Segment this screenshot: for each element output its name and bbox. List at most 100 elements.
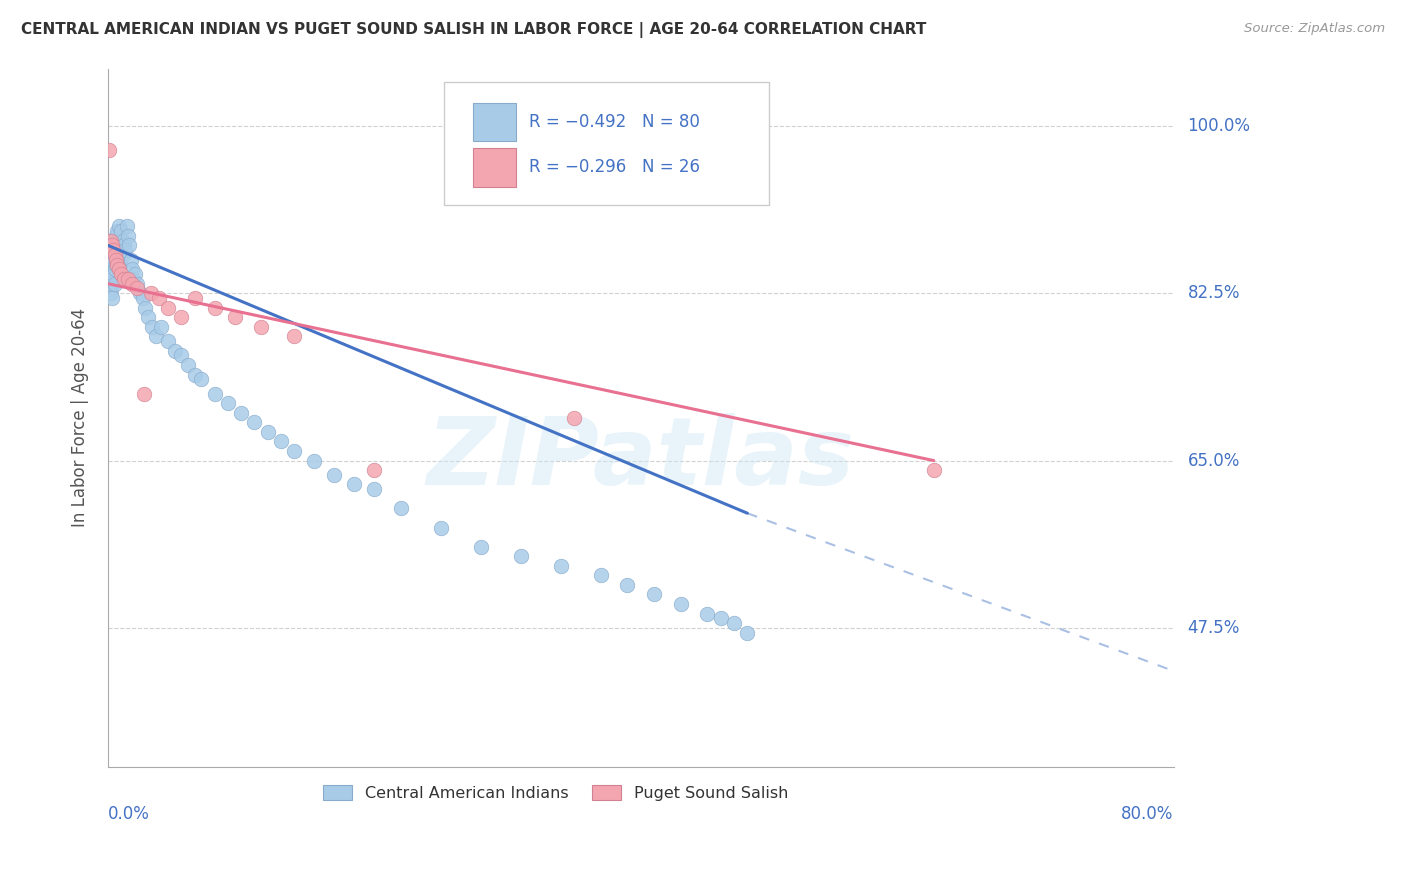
- Point: [129, 286, 152, 301]
- Point: [669, 597, 692, 611]
- Text: R = −0.492   N = 80: R = −0.492 N = 80: [529, 113, 700, 131]
- Text: R = −0.296   N = 26: R = −0.296 N = 26: [529, 159, 700, 177]
- Point: [121, 262, 143, 277]
- Point: [231, 406, 253, 420]
- Point: [270, 434, 292, 449]
- FancyBboxPatch shape: [474, 148, 516, 186]
- Point: [217, 396, 239, 410]
- Point: [105, 252, 128, 267]
- Point: [204, 301, 226, 315]
- Text: CENTRAL AMERICAN INDIAN VS PUGET SOUND SALISH IN LABOR FORCE | AGE 20-64 CORRELA: CENTRAL AMERICAN INDIAN VS PUGET SOUND S…: [21, 22, 927, 38]
- Point: [156, 334, 179, 348]
- Point: [104, 248, 127, 262]
- Text: 80.0%: 80.0%: [1121, 805, 1174, 823]
- Point: [509, 549, 531, 564]
- Point: [105, 224, 128, 238]
- Point: [723, 616, 745, 631]
- Point: [107, 219, 129, 234]
- Point: [616, 578, 638, 592]
- Point: [323, 467, 346, 482]
- Point: [98, 252, 121, 267]
- Point: [104, 244, 127, 258]
- Point: [283, 444, 305, 458]
- Point: [104, 277, 127, 291]
- Point: [120, 252, 142, 267]
- Point: [134, 301, 156, 315]
- Text: Source: ZipAtlas.com: Source: ZipAtlas.com: [1244, 22, 1385, 36]
- Point: [108, 244, 131, 258]
- Point: [141, 319, 163, 334]
- Point: [104, 248, 127, 262]
- Point: [150, 319, 173, 334]
- Point: [104, 262, 127, 277]
- Point: [127, 281, 149, 295]
- Point: [124, 267, 146, 281]
- Point: [204, 386, 226, 401]
- Text: 47.5%: 47.5%: [1188, 619, 1240, 637]
- Point: [110, 267, 132, 281]
- Point: [145, 329, 167, 343]
- Point: [343, 477, 366, 491]
- Text: 82.5%: 82.5%: [1188, 285, 1240, 302]
- Point: [103, 252, 125, 267]
- Point: [104, 228, 127, 243]
- Point: [111, 234, 134, 248]
- Point: [183, 368, 205, 382]
- Legend: Central American Indians, Puget Sound Salish: Central American Indians, Puget Sound Sa…: [316, 779, 794, 807]
- Point: [111, 248, 134, 262]
- Point: [118, 238, 141, 252]
- Point: [589, 568, 612, 582]
- Point: [139, 286, 162, 301]
- Point: [127, 277, 149, 291]
- Point: [100, 244, 122, 258]
- Point: [105, 258, 128, 272]
- Point: [136, 310, 159, 325]
- Point: [101, 238, 124, 252]
- Point: [304, 453, 326, 467]
- FancyBboxPatch shape: [474, 103, 516, 141]
- Point: [148, 291, 170, 305]
- Point: [190, 372, 212, 386]
- Y-axis label: In Labor Force | Age 20-64: In Labor Force | Age 20-64: [72, 308, 89, 527]
- Point: [101, 248, 124, 262]
- Point: [710, 611, 733, 625]
- Point: [103, 267, 125, 281]
- Point: [117, 272, 139, 286]
- Point: [170, 348, 193, 362]
- Point: [112, 238, 135, 252]
- Point: [108, 258, 131, 272]
- Point: [243, 415, 266, 429]
- FancyBboxPatch shape: [444, 82, 769, 204]
- Point: [115, 219, 138, 234]
- Point: [107, 262, 129, 277]
- Point: [156, 301, 179, 315]
- Point: [121, 277, 143, 291]
- Point: [122, 272, 145, 286]
- Point: [112, 272, 135, 286]
- Point: [107, 248, 129, 262]
- Point: [103, 244, 125, 258]
- Point: [163, 343, 186, 358]
- Point: [562, 410, 585, 425]
- Text: 100.0%: 100.0%: [1188, 117, 1250, 135]
- Point: [922, 463, 945, 477]
- Point: [250, 319, 273, 334]
- Point: [430, 520, 453, 534]
- Point: [104, 258, 127, 272]
- Point: [101, 262, 124, 277]
- Point: [104, 234, 127, 248]
- Point: [100, 286, 122, 301]
- Point: [107, 234, 129, 248]
- Point: [100, 234, 122, 248]
- Point: [470, 540, 492, 554]
- Point: [98, 238, 121, 252]
- Text: 0.0%: 0.0%: [108, 805, 150, 823]
- Point: [110, 224, 132, 238]
- Point: [98, 272, 121, 286]
- Point: [170, 310, 193, 325]
- Point: [283, 329, 305, 343]
- Text: ZIPatlas: ZIPatlas: [426, 413, 855, 506]
- Point: [100, 258, 122, 272]
- Point: [117, 228, 139, 243]
- Point: [389, 501, 412, 516]
